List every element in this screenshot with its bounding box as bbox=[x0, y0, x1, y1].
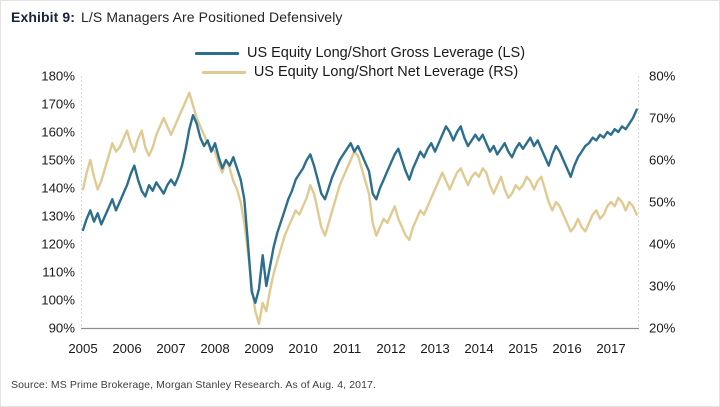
x-axis-year-label: 2010 bbox=[288, 341, 317, 356]
x-axis-year-label: 2006 bbox=[112, 341, 141, 356]
x-axis-year-label: 2005 bbox=[68, 341, 97, 356]
left-axis-tick-label: 180% bbox=[41, 69, 75, 84]
left-axis-tick-label: 140% bbox=[41, 181, 75, 196]
left-axis-tick-label: 160% bbox=[41, 125, 75, 140]
x-axis-year-label: 2017 bbox=[596, 341, 625, 356]
left-axis-tick-label: 90% bbox=[49, 321, 76, 336]
x-axis-year-label: 2007 bbox=[156, 341, 185, 356]
right-axis-tick-label: 30% bbox=[649, 279, 676, 294]
x-axis-year-label: 2015 bbox=[508, 341, 537, 356]
left-axis-tick-label: 150% bbox=[41, 153, 75, 168]
source-note: Source: MS Prime Brokerage, Morgan Stanl… bbox=[11, 379, 376, 391]
right-axis-tick-label: 80% bbox=[649, 69, 676, 84]
x-axis-year-label: 2009 bbox=[244, 341, 273, 356]
exhibit-title-text: L/S Managers Are Positioned Defensively bbox=[81, 9, 343, 25]
x-axis-year-label: 2011 bbox=[333, 341, 361, 356]
net-leverage-line bbox=[81, 91, 638, 325]
left-axis-tick-label: 120% bbox=[41, 237, 75, 252]
left-axis-tick-label: 170% bbox=[41, 97, 75, 112]
left-axis-tick-label: 100% bbox=[41, 293, 75, 308]
x-axis-year-label: 2008 bbox=[200, 341, 229, 356]
exhibit-title: Exhibit 9: L/S Managers Are Positioned De… bbox=[11, 9, 343, 25]
right-axis-tick-label: 50% bbox=[649, 195, 676, 210]
x-axis-year-label: 2016 bbox=[552, 341, 581, 356]
gross-leverage-line bbox=[81, 108, 638, 304]
x-axis-year-label: 2014 bbox=[464, 341, 493, 356]
right-axis-tick-label: 60% bbox=[649, 153, 676, 168]
left-axis-tick-label: 130% bbox=[41, 209, 75, 224]
exhibit-number-label: Exhibit 9: bbox=[11, 9, 76, 25]
right-axis-tick-label: 40% bbox=[649, 237, 676, 252]
x-axis-year-label: 2012 bbox=[376, 341, 405, 356]
right-axis-tick-label: 70% bbox=[649, 111, 676, 126]
right-axis-tick-label: 20% bbox=[649, 321, 676, 336]
x-axis-year-label: 2013 bbox=[420, 341, 449, 356]
left-axis-tick-label: 110% bbox=[42, 265, 75, 280]
